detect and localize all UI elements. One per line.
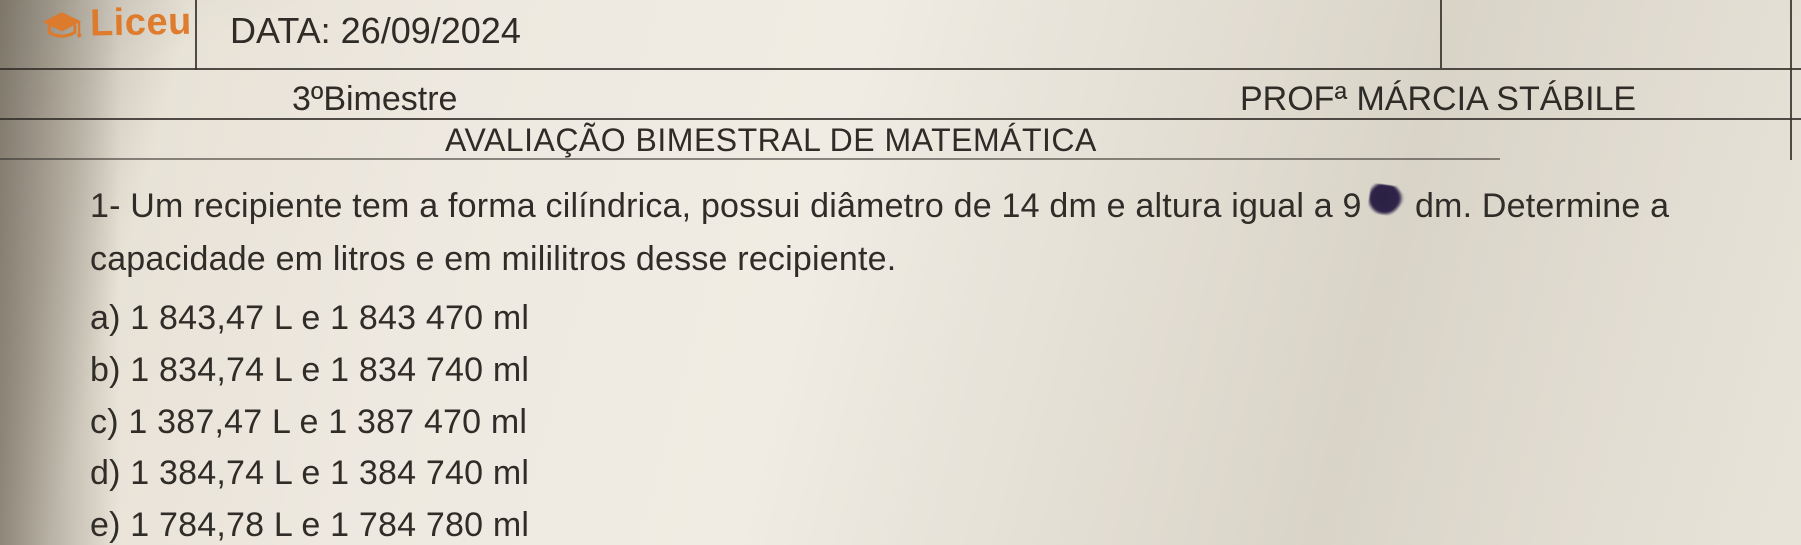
question-stem-line2: capacidade em litros e em mililitros des… [90,240,896,278]
option-b: b) 1 834,74 L e 1 834 740 ml [90,345,1761,397]
question-stem-line1: 1- Um recipiente tem a forma cilíndrica,… [90,187,1362,225]
option-e: e) 1 784,78 L e 1 784 780 ml [90,500,1761,545]
option-d: d) 1 384,74 L e 1 384 740 ml [90,448,1761,500]
worksheet-photo: Liceu DATA: 26/09/2024 3ºBimestre AVALIA… [0,0,1801,545]
rule-horizontal [0,68,1801,70]
rule-vertical [1790,0,1792,160]
option-a: a) 1 843,47 L e 1 843 470 ml [90,293,1761,345]
logo-text: Liceu [90,1,192,46]
question-options: a) 1 843,47 L e 1 843 470 ml b) 1 834,74… [90,293,1761,545]
period-label: 3ºBimestre [292,80,457,119]
rule-vertical [1440,0,1442,68]
date-label: DATA: 26/09/2024 [230,10,521,52]
rule-vertical [195,0,197,70]
question-stem: 1- Um recipiente tem a forma cilíndrica,… [90,180,1761,285]
assessment-title: AVALIAÇÃO BIMESTRAL DE MATEMÁTICA [445,122,1097,159]
ink-blot-icon [1367,183,1405,217]
question-stem-line1-tail: dm. Determine a [1415,187,1669,225]
question-1: 1- Um recipiente tem a forma cilíndrica,… [90,180,1761,545]
option-c: c) 1 387,47 L e 1 387 470 ml [90,397,1761,449]
school-logo: Liceu [40,1,192,47]
teacher-name: PROFª MÁRCIA STÁBILE [1240,80,1636,119]
graduation-cap-icon [40,8,85,41]
